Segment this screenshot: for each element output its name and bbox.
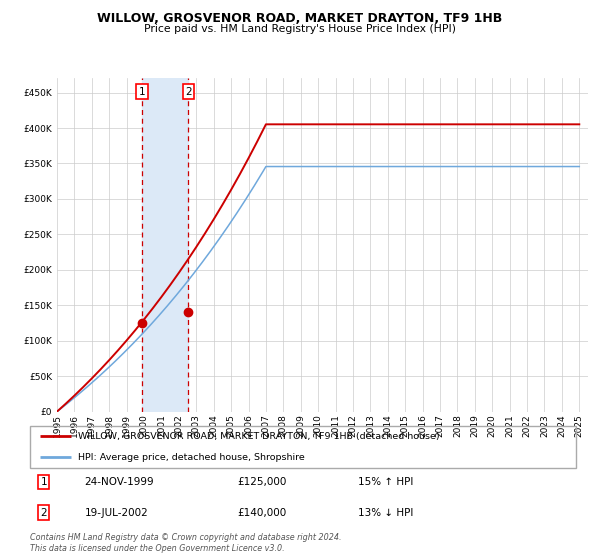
Text: 24-NOV-1999: 24-NOV-1999 (85, 477, 154, 487)
Text: 1: 1 (40, 477, 47, 487)
Text: WILLOW, GROSVENOR ROAD, MARKET DRAYTON, TF9 1HB: WILLOW, GROSVENOR ROAD, MARKET DRAYTON, … (97, 12, 503, 25)
Text: Price paid vs. HM Land Registry's House Price Index (HPI): Price paid vs. HM Land Registry's House … (144, 24, 456, 34)
Text: WILLOW, GROSVENOR ROAD, MARKET DRAYTON, TF9 1HB (detached house): WILLOW, GROSVENOR ROAD, MARKET DRAYTON, … (78, 432, 440, 441)
Text: 2: 2 (40, 508, 47, 518)
Text: 2: 2 (185, 87, 192, 97)
Text: Contains HM Land Registry data © Crown copyright and database right 2024.
This d: Contains HM Land Registry data © Crown c… (30, 533, 341, 553)
Text: 15% ↑ HPI: 15% ↑ HPI (358, 477, 413, 487)
Text: £140,000: £140,000 (238, 508, 287, 518)
Text: HPI: Average price, detached house, Shropshire: HPI: Average price, detached house, Shro… (78, 452, 305, 461)
Text: £125,000: £125,000 (238, 477, 287, 487)
Bar (142, 78, 188, 412)
Text: 13% ↓ HPI: 13% ↓ HPI (358, 508, 413, 518)
Text: 1: 1 (139, 87, 146, 97)
Text: 19-JUL-2002: 19-JUL-2002 (85, 508, 148, 518)
